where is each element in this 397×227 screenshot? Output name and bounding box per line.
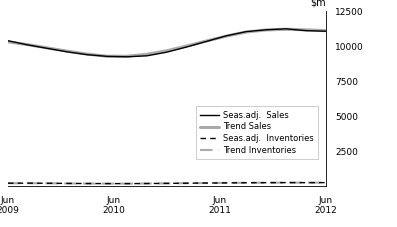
- Line: Trend Sales: Trend Sales: [8, 29, 326, 56]
- Trend Inventories: [204, 182, 209, 184]
- Trend Sales: [244, 31, 249, 33]
- Trend Inventories: [6, 182, 10, 185]
- Seas.adj.  Sales: [204, 40, 209, 43]
- Seas.adj.  Sales: [164, 51, 169, 54]
- Trend Inventories: [105, 182, 110, 185]
- Seas.adj.  Sales: [45, 47, 50, 50]
- Seas.adj.  Sales: [105, 55, 110, 58]
- Line: Trend Inventories: Trend Inventories: [8, 183, 326, 184]
- Seas.adj.  Inventories: [65, 182, 70, 185]
- Seas.adj.  Sales: [224, 35, 229, 37]
- Seas.adj.  Inventories: [283, 181, 288, 184]
- Trend Sales: [6, 40, 10, 43]
- Seas.adj.  Sales: [184, 46, 189, 48]
- Seas.adj.  Sales: [303, 29, 308, 32]
- Seas.adj.  Sales: [264, 28, 268, 31]
- Seas.adj.  Inventories: [125, 182, 129, 185]
- Seas.adj.  Sales: [6, 39, 10, 42]
- Trend Inventories: [224, 182, 229, 184]
- Trend Sales: [85, 53, 90, 55]
- Line: Seas.adj.  Inventories: Seas.adj. Inventories: [8, 183, 326, 184]
- Seas.adj.  Inventories: [145, 182, 149, 185]
- Trend Inventories: [323, 181, 328, 184]
- Seas.adj.  Sales: [125, 55, 129, 58]
- Seas.adj.  Inventories: [164, 182, 169, 185]
- Seas.adj.  Inventories: [323, 181, 328, 184]
- Seas.adj.  Sales: [283, 27, 288, 30]
- Seas.adj.  Inventories: [264, 181, 268, 184]
- Trend Inventories: [85, 182, 90, 185]
- Seas.adj.  Inventories: [224, 182, 229, 184]
- Seas.adj.  Inventories: [45, 182, 50, 185]
- Trend Inventories: [184, 182, 189, 185]
- Seas.adj.  Inventories: [184, 182, 189, 185]
- Trend Sales: [204, 40, 209, 42]
- Seas.adj.  Inventories: [303, 181, 308, 184]
- Trend Inventories: [65, 182, 70, 185]
- Trend Sales: [323, 29, 328, 32]
- Seas.adj.  Inventories: [6, 182, 10, 185]
- Seas.adj.  Sales: [244, 30, 249, 33]
- Trend Inventories: [45, 182, 50, 185]
- Seas.adj.  Inventories: [85, 182, 90, 185]
- Seas.adj.  Sales: [145, 54, 149, 57]
- Seas.adj.  Inventories: [204, 182, 209, 184]
- Trend Inventories: [244, 181, 249, 184]
- Legend: Seas.adj.  Sales, Trend Sales, Seas.adj.  Inventories, Trend Inventories: Seas.adj. Sales, Trend Sales, Seas.adj. …: [196, 106, 318, 160]
- Text: $m: $m: [310, 0, 326, 8]
- Trend Sales: [105, 55, 110, 58]
- Trend Sales: [283, 28, 288, 31]
- Trend Inventories: [283, 181, 288, 184]
- Trend Sales: [264, 29, 268, 31]
- Trend Sales: [125, 55, 129, 58]
- Trend Inventories: [264, 181, 268, 184]
- Seas.adj.  Inventories: [105, 182, 110, 185]
- Trend Sales: [65, 50, 70, 53]
- Trend Sales: [224, 35, 229, 37]
- Trend Sales: [25, 43, 30, 46]
- Trend Inventories: [25, 182, 30, 185]
- Trend Sales: [184, 45, 189, 47]
- Trend Inventories: [125, 182, 129, 185]
- Trend Sales: [145, 53, 149, 56]
- Trend Sales: [45, 47, 50, 49]
- Trend Sales: [164, 49, 169, 52]
- Trend Inventories: [145, 182, 149, 185]
- Seas.adj.  Sales: [65, 51, 70, 53]
- Seas.adj.  Sales: [85, 53, 90, 56]
- Seas.adj.  Sales: [323, 30, 328, 32]
- Trend Sales: [303, 28, 308, 31]
- Line: Seas.adj.  Sales: Seas.adj. Sales: [8, 29, 326, 57]
- Seas.adj.  Sales: [25, 44, 30, 46]
- Seas.adj.  Inventories: [25, 182, 30, 185]
- Trend Inventories: [164, 182, 169, 185]
- Trend Inventories: [303, 181, 308, 184]
- Seas.adj.  Inventories: [244, 181, 249, 184]
